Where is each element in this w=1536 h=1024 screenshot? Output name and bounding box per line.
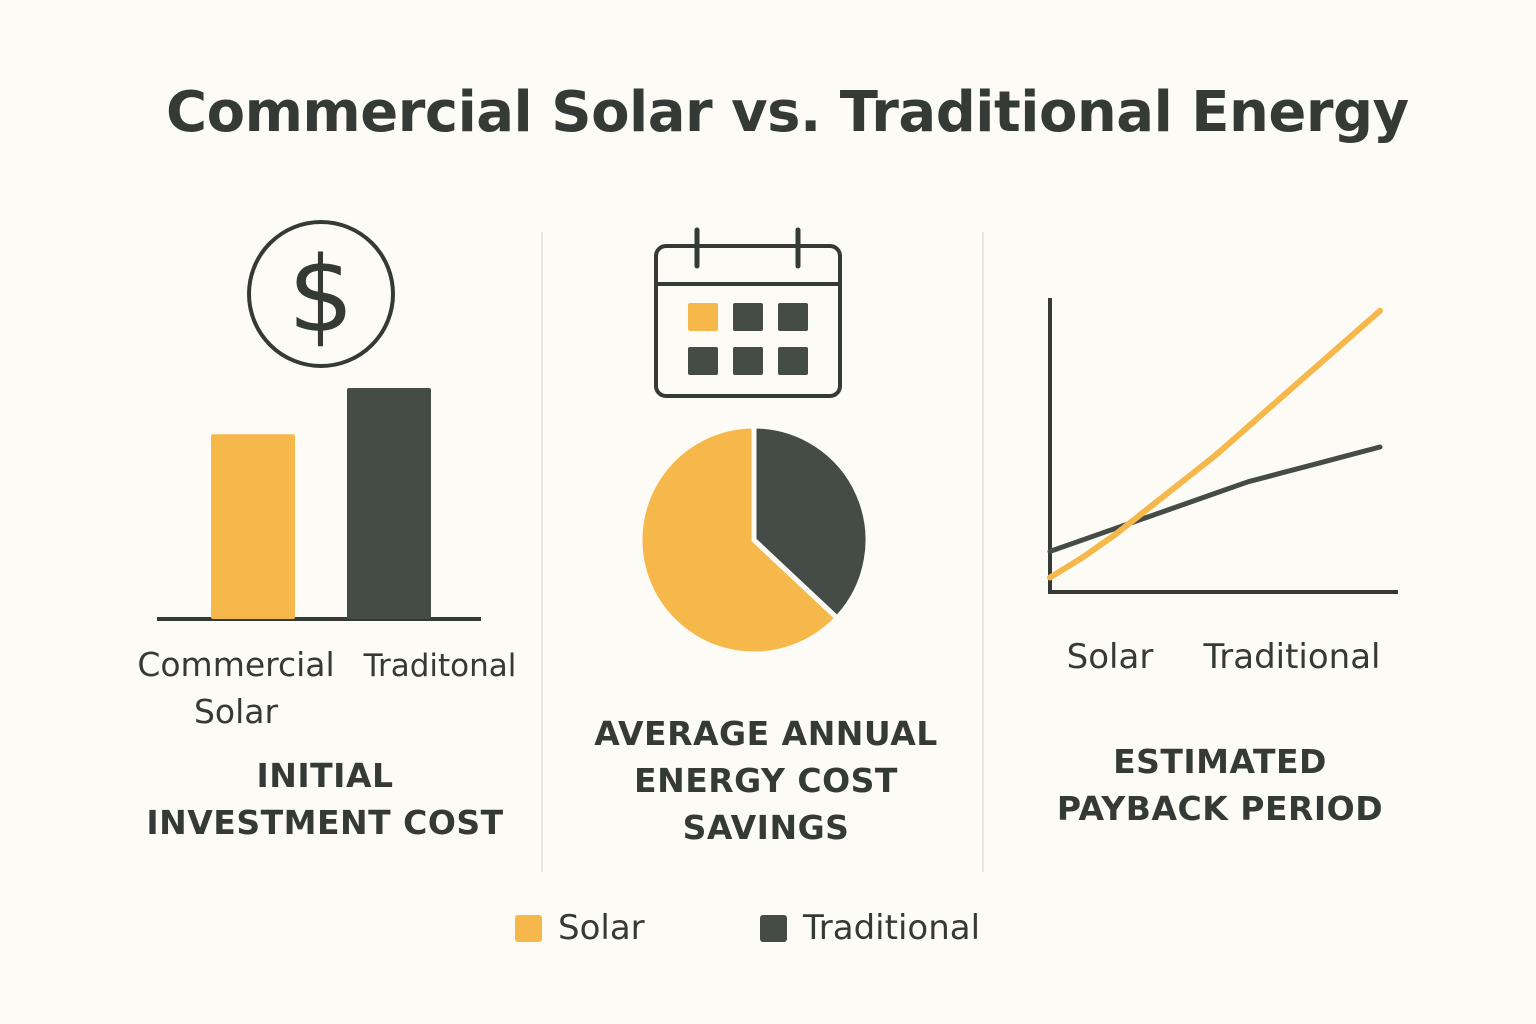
legend-swatch-solar <box>515 914 542 942</box>
line-chart-axes <box>1048 298 1398 594</box>
pie-slice-traditional <box>751 423 871 621</box>
bar-category-label-line: Solar <box>194 692 279 731</box>
bar-category-label-line: Commercial <box>137 645 334 684</box>
line-x-tick-label: Solar <box>1067 637 1154 677</box>
line-series-traditional <box>1047 444 1383 554</box>
savings-pie-chart <box>637 423 871 657</box>
calendar-icon <box>654 227 842 398</box>
panel-title-line: AVERAGE ANNUAL <box>594 714 938 753</box>
panel-title-line: ESTIMATED <box>1113 742 1327 781</box>
calendar-cell <box>688 303 718 331</box>
legend-item-traditional: Traditional <box>760 908 980 948</box>
panel-title-savings: AVERAGE ANNUAL ENERGY COST SAVINGS <box>550 710 982 851</box>
panel-divider <box>541 232 543 872</box>
legend-item-solar: Solar <box>515 908 645 948</box>
bar-category-label-line: Traditonal <box>363 648 517 684</box>
bar-category-label: Traditonal <box>363 648 517 684</box>
dollar-coin-icon: $ <box>247 220 395 368</box>
panel-title-payback: ESTIMATED PAYBACK PERIOD <box>1000 738 1440 832</box>
calendar-frame <box>654 244 842 398</box>
coin-ring <box>247 220 395 368</box>
page-title: Commercial Solar vs. Traditional Energy <box>166 80 1409 145</box>
bar-traditonal <box>347 388 431 619</box>
panel-title-line: INITIAL <box>256 756 394 795</box>
panel-title-line: INVESTMENT COST <box>146 803 504 842</box>
calendar-cell <box>778 303 808 331</box>
panel-title-line: PAYBACK PERIOD <box>1056 789 1384 828</box>
legend-label: Solar <box>558 908 645 948</box>
investment-bar-chart: Commercial Solar Traditonal <box>137 388 516 731</box>
panel-title-line: SAVINGS <box>682 808 850 847</box>
dollar-sign: $ <box>288 234 354 356</box>
panel-divider <box>982 232 984 872</box>
calendar-cell <box>688 347 718 375</box>
legend-label: Traditional <box>803 908 981 948</box>
bar-category-label: Commercial Solar <box>137 645 334 731</box>
panel-title-line: ENERGY COST <box>634 761 898 800</box>
payback-line-chart: Solar Traditional <box>1047 298 1398 677</box>
line-x-tick-label: Traditional <box>1202 637 1380 677</box>
calendar-cell <box>778 347 808 375</box>
bar-commercial-solar <box>211 434 295 619</box>
line-series-solar <box>1047 307 1383 581</box>
calendar-cell <box>733 303 763 331</box>
legend-swatch-traditional <box>760 914 787 942</box>
panel-title-investment: INITIAL INVESTMENT COST <box>110 752 540 846</box>
calendar-cell <box>733 347 763 375</box>
pie-slice-solar <box>637 423 840 657</box>
